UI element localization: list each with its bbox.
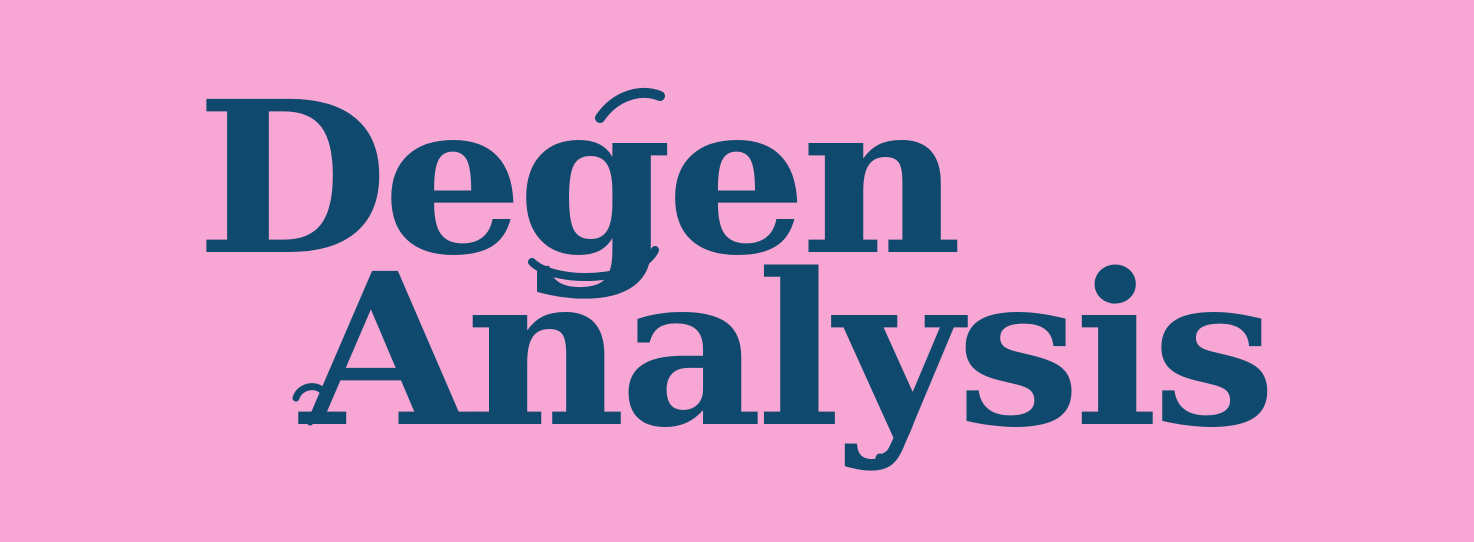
g-tail-swash-decoration xyxy=(528,246,659,281)
y-tail-swash-decoration xyxy=(875,415,915,463)
logo-word-degen: Degen xyxy=(196,55,957,302)
g-ear-swash-decoration xyxy=(595,88,665,123)
a-left-swash-decoration xyxy=(292,383,329,426)
logo-word-analysis: Analysis xyxy=(298,227,1270,474)
